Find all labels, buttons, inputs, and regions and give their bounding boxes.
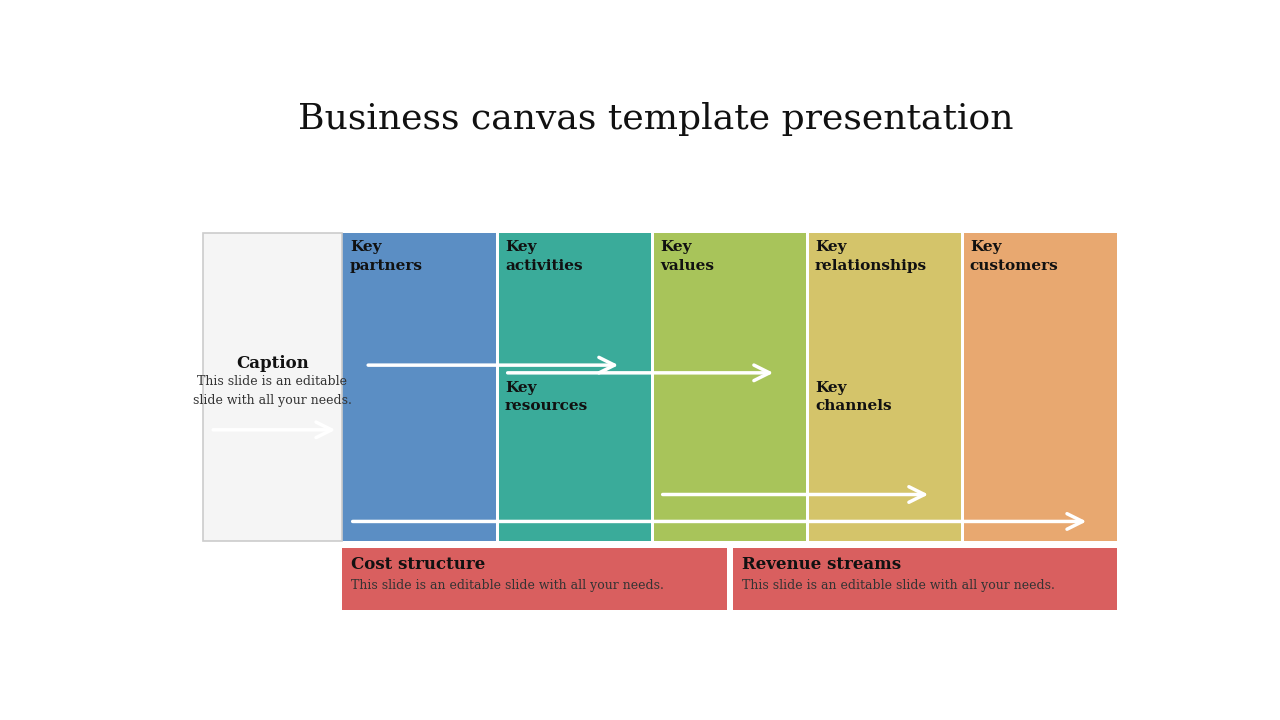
Text: Caption: Caption: [236, 355, 308, 372]
Bar: [963, 373, 1117, 487]
Text: This slide is an editable
slide with all your needs.: This slide is an editable slide with all…: [193, 374, 352, 407]
Text: Key
activities: Key activities: [504, 240, 582, 273]
Text: This slide is an editable slide with all your needs.: This slide is an editable slide with all…: [742, 579, 1055, 592]
Bar: [652, 487, 808, 503]
Bar: [808, 357, 963, 373]
Text: Revenue streams: Revenue streams: [742, 556, 901, 573]
Bar: [497, 373, 652, 487]
Text: Key
customers: Key customers: [970, 240, 1059, 273]
FancyBboxPatch shape: [202, 233, 342, 541]
Bar: [963, 503, 1117, 541]
Text: Key
values: Key values: [660, 240, 714, 273]
Bar: [342, 487, 497, 503]
Bar: [732, 549, 1117, 610]
Bar: [652, 503, 808, 541]
Text: Key
relationships: Key relationships: [815, 240, 927, 273]
Bar: [650, 233, 654, 541]
Bar: [497, 487, 652, 503]
Bar: [342, 503, 497, 541]
Text: Key
channels: Key channels: [815, 381, 891, 413]
Bar: [805, 233, 809, 541]
Bar: [497, 233, 652, 357]
Bar: [342, 233, 497, 357]
Bar: [960, 233, 964, 541]
Bar: [963, 357, 1117, 373]
Bar: [963, 487, 1117, 503]
Bar: [495, 233, 499, 541]
Bar: [963, 233, 1117, 357]
Bar: [808, 487, 963, 503]
Text: Key
partners: Key partners: [349, 240, 422, 273]
Bar: [497, 503, 652, 541]
Bar: [652, 357, 808, 373]
Text: Cost structure: Cost structure: [352, 556, 485, 573]
Text: Key
resources: Key resources: [504, 381, 588, 413]
Bar: [808, 373, 963, 487]
Bar: [342, 373, 497, 487]
Bar: [342, 549, 727, 610]
Bar: [808, 233, 963, 357]
Bar: [652, 373, 808, 487]
Text: Business canvas template presentation: Business canvas template presentation: [298, 102, 1014, 136]
Bar: [808, 503, 963, 541]
Text: This slide is an editable slide with all your needs.: This slide is an editable slide with all…: [352, 579, 664, 592]
Bar: [652, 233, 808, 357]
Bar: [342, 357, 497, 373]
Bar: [497, 357, 652, 373]
